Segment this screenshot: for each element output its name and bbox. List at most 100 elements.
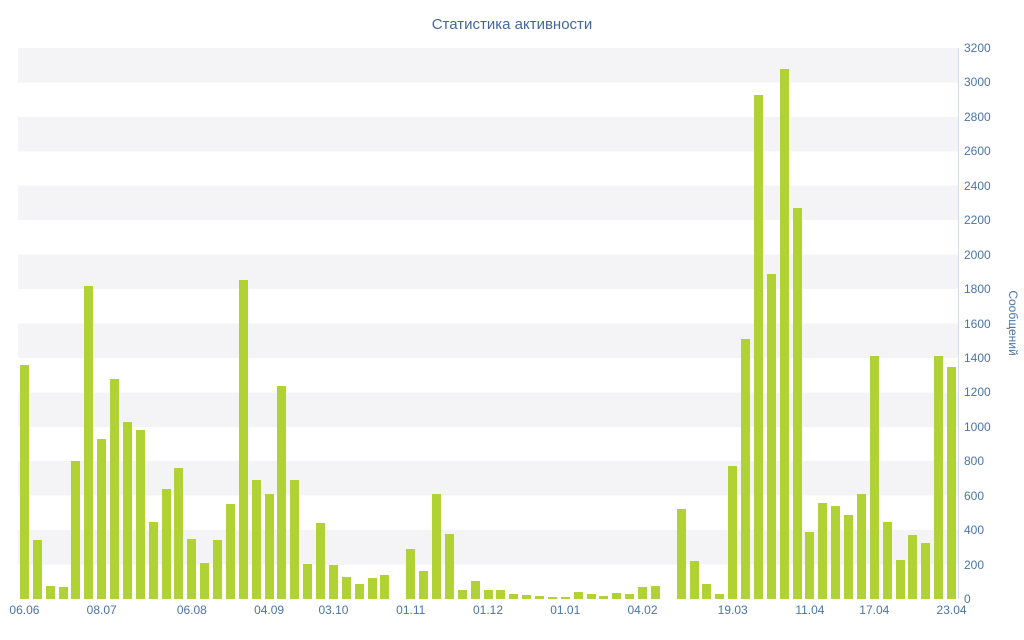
bar[interactable] bbox=[238, 280, 248, 599]
bar[interactable] bbox=[122, 421, 132, 599]
bar[interactable] bbox=[483, 590, 493, 599]
plot-area bbox=[18, 48, 959, 599]
bar[interactable] bbox=[496, 589, 506, 599]
bar[interactable] bbox=[354, 583, 364, 599]
y-tick-label: 600 bbox=[964, 488, 985, 503]
bar[interactable] bbox=[71, 461, 81, 599]
bar[interactable] bbox=[753, 94, 763, 599]
x-tick-label: 17.04 bbox=[859, 603, 890, 617]
bar[interactable] bbox=[702, 583, 712, 599]
bar[interactable] bbox=[187, 538, 197, 599]
y-tick-label: 3200 bbox=[964, 41, 991, 55]
bar[interactable] bbox=[895, 560, 905, 599]
x-tick-label: 08.07 bbox=[86, 603, 117, 617]
bar[interactable] bbox=[792, 208, 802, 599]
x-tick-label: 06.06 bbox=[9, 603, 40, 617]
bar[interactable] bbox=[908, 535, 918, 599]
bar[interactable] bbox=[45, 586, 55, 599]
y-axis-title: Сообщений bbox=[1006, 290, 1020, 356]
bar[interactable] bbox=[844, 514, 854, 599]
y-tick-label: 2600 bbox=[964, 144, 991, 159]
bar[interactable] bbox=[779, 68, 789, 599]
y-tick-label: 1400 bbox=[964, 350, 991, 365]
bar[interactable] bbox=[522, 594, 532, 599]
bar[interactable] bbox=[457, 589, 467, 599]
bar[interactable] bbox=[110, 378, 120, 599]
bar[interactable] bbox=[470, 580, 480, 599]
x-tick-label: 01.11 bbox=[396, 603, 426, 617]
bar[interactable] bbox=[58, 586, 68, 599]
bar[interactable] bbox=[341, 576, 351, 599]
y-tick-label: 800 bbox=[964, 454, 985, 469]
bar[interactable] bbox=[547, 597, 557, 599]
bar[interactable] bbox=[200, 562, 210, 599]
bar[interactable] bbox=[444, 533, 454, 599]
bar[interactable] bbox=[148, 521, 158, 599]
y-tick-label: 1200 bbox=[964, 385, 991, 400]
y-tick-label: 1800 bbox=[964, 282, 991, 297]
bar[interactable] bbox=[135, 430, 145, 599]
y-tick-label: 3000 bbox=[964, 75, 991, 90]
y-tick-label: 2400 bbox=[964, 178, 991, 193]
y-tick-label: 200 bbox=[964, 557, 985, 572]
bar[interactable] bbox=[831, 506, 841, 599]
bar[interactable] bbox=[213, 539, 223, 599]
y-tick-label: 400 bbox=[964, 523, 985, 538]
bar[interactable] bbox=[805, 531, 815, 599]
x-tick-label: 06.08 bbox=[176, 603, 207, 617]
x-tick-label: 01.01 bbox=[550, 603, 581, 617]
bar[interactable] bbox=[32, 540, 42, 599]
bar[interactable] bbox=[380, 574, 390, 599]
bar[interactable] bbox=[599, 595, 609, 599]
bar[interactable] bbox=[419, 570, 429, 599]
bar[interactable] bbox=[625, 593, 635, 599]
bar[interactable] bbox=[573, 592, 583, 599]
bar[interactable] bbox=[316, 523, 326, 599]
bar[interactable] bbox=[290, 480, 300, 599]
x-tick-label: 01.12 bbox=[472, 603, 504, 617]
bar[interactable] bbox=[328, 564, 338, 599]
bar[interactable] bbox=[689, 561, 699, 599]
bar[interactable] bbox=[251, 480, 261, 599]
bar[interactable] bbox=[97, 438, 107, 599]
bar[interactable] bbox=[818, 503, 828, 599]
bar[interactable] bbox=[586, 593, 596, 599]
bar[interactable] bbox=[509, 593, 519, 599]
bar[interactable] bbox=[277, 385, 287, 599]
bar[interactable] bbox=[741, 339, 751, 599]
y-tick-label: 2000 bbox=[964, 247, 991, 262]
bar[interactable] bbox=[856, 493, 866, 599]
y-tick-label: 0 bbox=[964, 592, 971, 606]
y-tick-label: 1600 bbox=[964, 316, 991, 331]
bar[interactable] bbox=[431, 493, 441, 599]
x-tick-label: 19.03 bbox=[717, 603, 748, 617]
bar[interactable] bbox=[638, 586, 648, 599]
bar[interactable] bbox=[560, 597, 570, 599]
bar[interactable] bbox=[947, 366, 957, 599]
bar[interactable] bbox=[934, 356, 944, 599]
x-tick-label: 23.04 bbox=[936, 603, 967, 617]
x-tick-label: 04.02 bbox=[627, 603, 658, 617]
bar[interactable] bbox=[19, 364, 29, 599]
bar[interactable] bbox=[367, 578, 377, 599]
bar[interactable] bbox=[650, 586, 660, 599]
bar[interactable] bbox=[612, 592, 622, 599]
bar[interactable] bbox=[84, 285, 94, 599]
bar[interactable] bbox=[921, 543, 931, 599]
bar[interactable] bbox=[728, 466, 738, 599]
bar[interactable] bbox=[225, 504, 235, 599]
bar[interactable] bbox=[264, 493, 274, 599]
bar[interactable] bbox=[676, 509, 686, 599]
x-tick-label: 11.04 bbox=[795, 603, 825, 617]
bar[interactable] bbox=[766, 273, 776, 599]
bar[interactable] bbox=[303, 563, 313, 599]
y-tick-label: 2200 bbox=[964, 213, 991, 228]
bar[interactable] bbox=[174, 468, 184, 599]
bar[interactable] bbox=[161, 488, 171, 599]
bar[interactable] bbox=[715, 593, 725, 599]
bar[interactable] bbox=[406, 549, 416, 599]
bar[interactable] bbox=[882, 522, 892, 599]
bar[interactable] bbox=[869, 356, 879, 599]
bar[interactable] bbox=[535, 596, 544, 599]
